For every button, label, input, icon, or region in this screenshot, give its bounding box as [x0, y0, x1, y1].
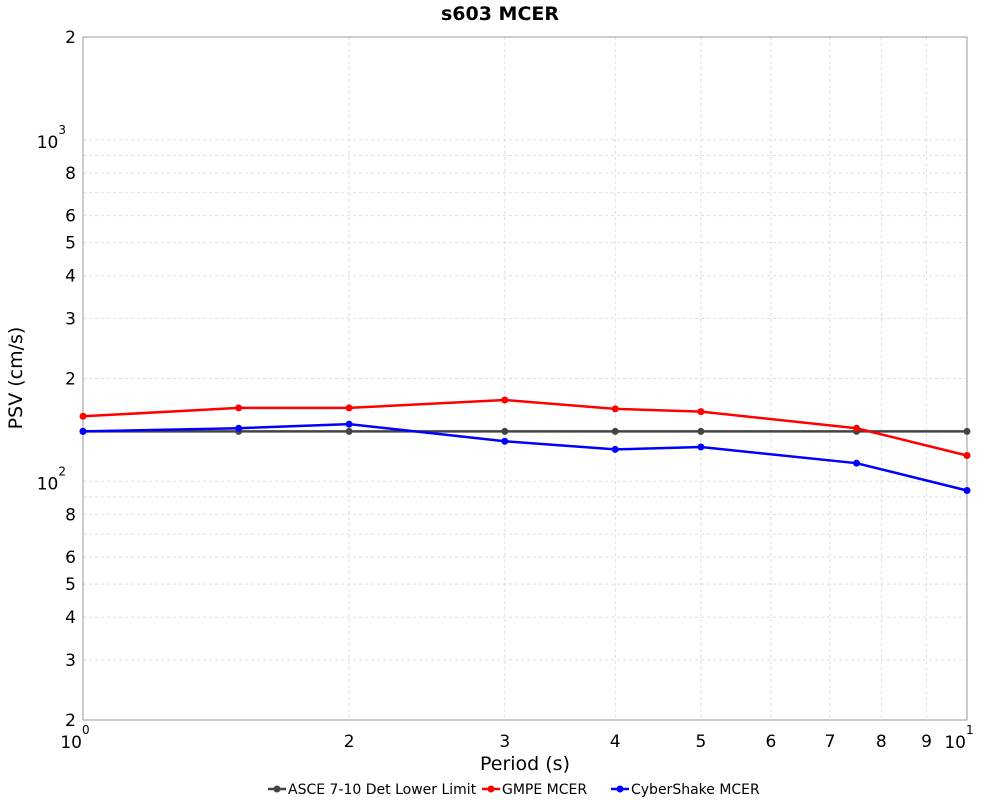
- data-point: [611, 405, 619, 413]
- data-point: [79, 412, 87, 420]
- plot-area: [82, 36, 968, 721]
- data-point: [697, 408, 705, 416]
- legend-label: GMPE MCER: [502, 782, 587, 798]
- data-point: [235, 404, 243, 412]
- data-point: [963, 486, 971, 494]
- y-tick-label: 5: [65, 575, 76, 595]
- legend-swatch-marker: [616, 785, 624, 793]
- y-tick-label: 3: [65, 309, 76, 329]
- x-tick-label: 6: [765, 732, 776, 752]
- x-tick-label: 100: [60, 723, 89, 753]
- y-tick-label: 6: [65, 207, 76, 227]
- x-tick-label: 7: [825, 732, 836, 752]
- data-point: [501, 396, 509, 404]
- data-point: [963, 427, 971, 435]
- data-point: [697, 427, 705, 435]
- data-point: [697, 443, 705, 451]
- x-tick-label: 4: [610, 732, 621, 752]
- y-tick-label: 4: [65, 608, 76, 628]
- legend-label: ASCE 7-10 Det Lower Limit: [288, 782, 477, 798]
- y-tick-label: 4: [65, 267, 76, 287]
- data-point: [345, 420, 353, 428]
- series-group: [79, 396, 971, 494]
- legend: ASCE 7-10 Det Lower Limit GMPE MCER CyberS…: [268, 782, 760, 798]
- x-tick-label: 5: [695, 732, 706, 752]
- y-tick-label: 6: [65, 548, 76, 568]
- series-line-2: [82, 422, 968, 492]
- data-point: [345, 427, 353, 435]
- y-tick-label: 2: [65, 711, 76, 731]
- legend-swatch-marker: [273, 785, 281, 793]
- data-point: [501, 427, 509, 435]
- grid: [83, 37, 967, 720]
- x-tick-label: 9: [921, 732, 932, 752]
- data-point: [345, 404, 353, 412]
- data-point: [79, 427, 87, 435]
- chart-title: s603 MCER: [441, 3, 559, 25]
- series-line-1: [82, 398, 968, 457]
- legend-label: CyberShake MCER: [631, 782, 760, 798]
- x-tick-label: 101: [944, 723, 973, 753]
- y-tick-label: 102: [37, 464, 66, 494]
- x-tick-label: 8: [876, 732, 887, 752]
- data-point: [235, 424, 243, 432]
- y-tick-label: 5: [65, 234, 76, 254]
- data-point: [611, 427, 619, 435]
- legend-swatch-marker: [487, 785, 495, 793]
- y-tick-label: 2: [65, 28, 76, 48]
- y-tick-label: 103: [37, 123, 66, 153]
- y-tick-label: 3: [65, 651, 76, 671]
- data-point: [853, 459, 861, 467]
- x-tick-label: 2: [344, 732, 355, 752]
- y-tick-label: 2: [65, 370, 76, 390]
- data-point: [963, 452, 971, 460]
- data-point: [501, 437, 509, 445]
- x-tick-label: 3: [499, 732, 510, 752]
- y-tick-label: 8: [65, 505, 76, 525]
- y-tick-label: 8: [65, 164, 76, 184]
- data-point: [611, 445, 619, 453]
- y-axis-label: PSV (cm/s): [5, 327, 27, 430]
- x-axis-label: Period (s): [480, 753, 570, 775]
- data-point: [853, 424, 861, 432]
